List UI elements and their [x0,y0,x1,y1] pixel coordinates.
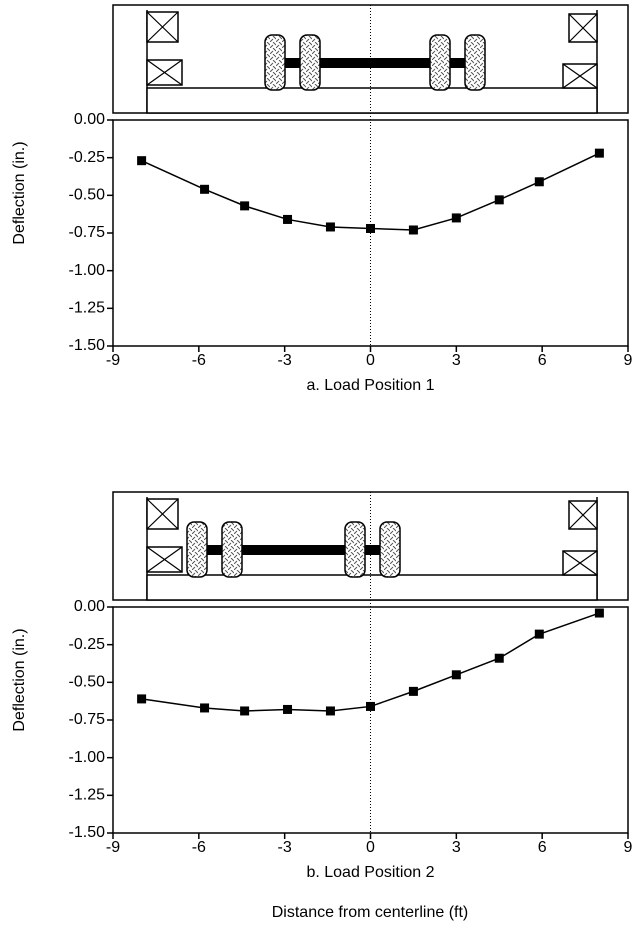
y-tick-label: -1.00 [69,749,106,766]
x-tick-label: -9 [106,352,120,369]
data-point [534,629,544,639]
x-axis-label: b. Load Position 2 [306,864,434,881]
y-tick-label: -0.25 [69,636,106,653]
y-tick-label: -1.25 [69,300,106,317]
x-tick-label: -6 [192,839,206,856]
wheel [186,521,208,578]
y-tick-label: -0.50 [69,674,106,691]
cross [146,546,183,573]
wheel [379,521,401,578]
slab [146,574,598,601]
y-tick-label: -1.50 [69,337,106,354]
data-point [200,703,210,713]
x-tick-label: 0 [366,839,375,856]
data-point [240,706,250,716]
y-tick-label: -0.75 [69,711,106,728]
data-point [494,653,504,663]
x-tick-label: -3 [278,352,292,369]
x-tick-label: -9 [106,839,120,856]
y-tick-label: 0.00 [74,111,105,128]
data-point [325,222,335,232]
y-tick-label: -0.25 [69,149,106,166]
data-point [451,670,461,680]
cross [568,13,598,43]
y-tick-label: -0.50 [69,187,106,204]
data-point [594,148,604,158]
data-point [534,177,544,187]
data-point [137,694,147,704]
y-tick-label: -0.75 [69,224,106,241]
data-point [594,608,604,618]
x-tick-label: -6 [192,352,206,369]
data-point [408,225,418,235]
data-point [283,214,293,224]
data-point [137,156,147,166]
data-point [366,223,375,233]
cross [146,59,183,86]
x-tick-label: 9 [624,352,633,369]
y-axis-label: Deflection (in.) [11,628,28,731]
data-point [283,704,293,714]
y-tick-label: -1.25 [69,787,106,804]
cross [562,550,598,576]
x-tick-label: 0 [366,352,375,369]
slab [146,87,598,114]
x-tick-label: -3 [278,839,292,856]
cross [146,11,179,43]
data-point [200,184,210,194]
y-tick-label: -1.50 [69,824,106,841]
data-point [366,701,375,711]
x-axis-label: a. Load Position 1 [306,377,434,394]
axle [207,545,380,555]
wheel [429,34,451,91]
wheel [299,34,321,91]
data-point [325,706,335,716]
wheel [464,34,486,91]
cross [562,63,598,89]
data-point [240,201,250,211]
x-tick-label: 3 [452,839,461,856]
data-point [494,195,504,205]
shared-x-label: Distance from centerline (ft) [272,904,469,921]
axle [285,58,465,68]
cross [146,498,179,530]
x-tick-label: 3 [452,352,461,369]
wheel [221,521,243,578]
x-tick-label: 6 [538,839,547,856]
wheel [344,521,366,578]
x-tick-label: 9 [624,839,633,856]
data-point [451,213,461,223]
y-axis-label: Deflection (in.) [11,141,28,244]
data-point [408,686,418,696]
x-tick-label: 6 [538,352,547,369]
wheel [264,34,286,91]
cross [568,500,598,530]
y-tick-label: 0.00 [74,598,105,615]
y-tick-label: -1.00 [69,262,106,279]
